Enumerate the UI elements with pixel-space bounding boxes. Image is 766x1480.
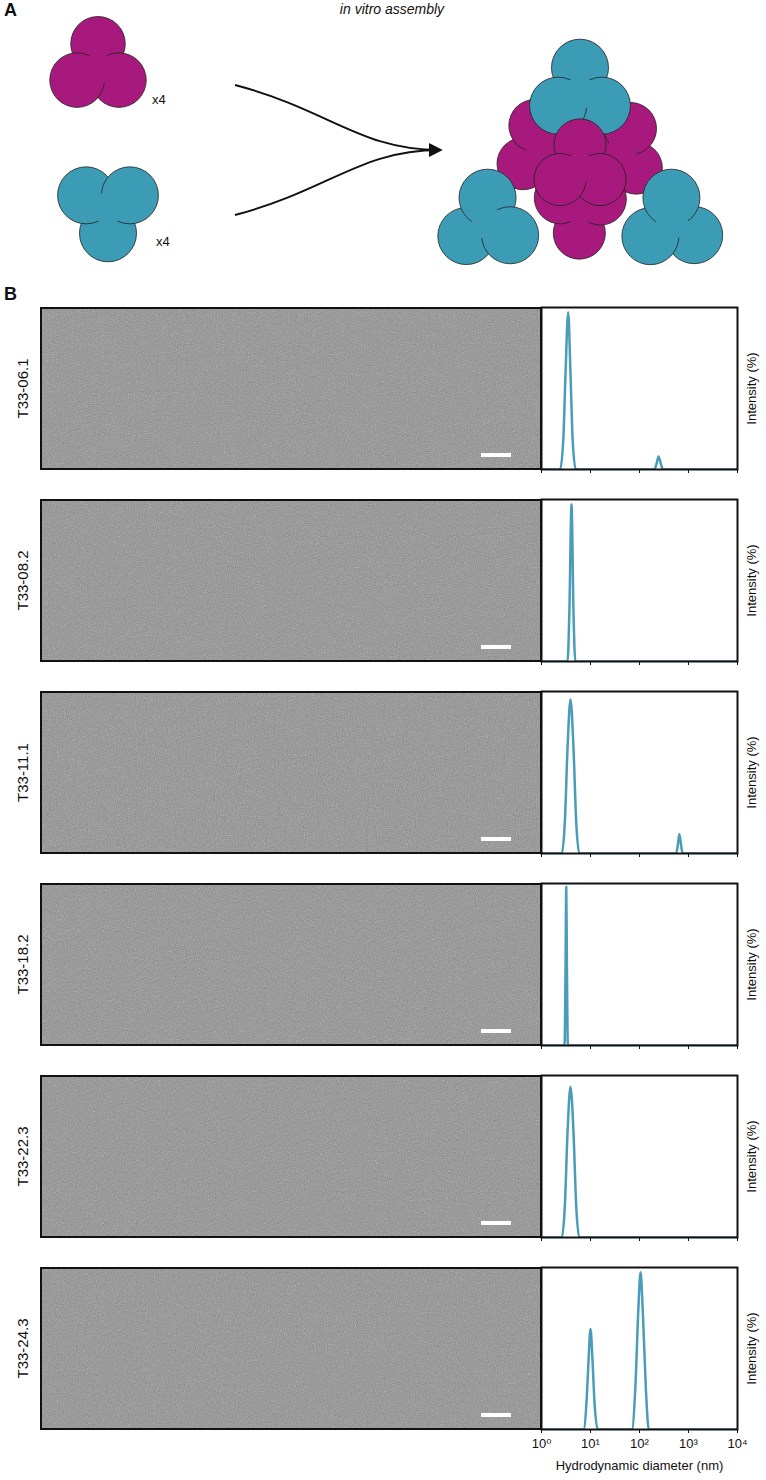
svg-text:x4: x4 xyxy=(152,92,166,107)
svg-text:Hydrodynamic diameter (nm): Hydrodynamic diameter (nm) xyxy=(556,1458,724,1473)
html-text:T33-24.3: T33-24.3 xyxy=(13,1318,31,1378)
svg-text:Intensity (%): Intensity (%) xyxy=(744,544,759,616)
html-text:T33-08.2: T33-08.2 xyxy=(13,550,31,610)
svg-text:10²: 10² xyxy=(630,1436,649,1451)
html-text:T33-22.3: T33-22.3 xyxy=(13,1126,31,1186)
svg-text:10⁰: 10⁰ xyxy=(532,1436,552,1451)
html-text:T33-18.2: T33-18.2 xyxy=(13,934,31,994)
svg-text:Intensity (%): Intensity (%) xyxy=(744,352,759,424)
svg-text:10¹: 10¹ xyxy=(581,1436,600,1451)
svg-text:10⁴: 10⁴ xyxy=(727,1436,747,1451)
html-text:B: B xyxy=(4,284,17,304)
svg-text:in vitro assembly: in vitro assembly xyxy=(340,1,445,17)
svg-text:Intensity (%): Intensity (%) xyxy=(744,1312,759,1384)
svg-text:x4: x4 xyxy=(156,234,170,249)
svg-text:Intensity (%): Intensity (%) xyxy=(744,736,759,808)
html-text:T33-06.1: T33-06.1 xyxy=(13,358,31,418)
html-text:T33-11.1: T33-11.1 xyxy=(13,742,31,802)
html-text:A: A xyxy=(4,0,17,20)
svg-text:10³: 10³ xyxy=(679,1436,698,1451)
svg-text:Intensity (%): Intensity (%) xyxy=(744,928,759,1000)
svg-text:Intensity (%): Intensity (%) xyxy=(744,1120,759,1192)
